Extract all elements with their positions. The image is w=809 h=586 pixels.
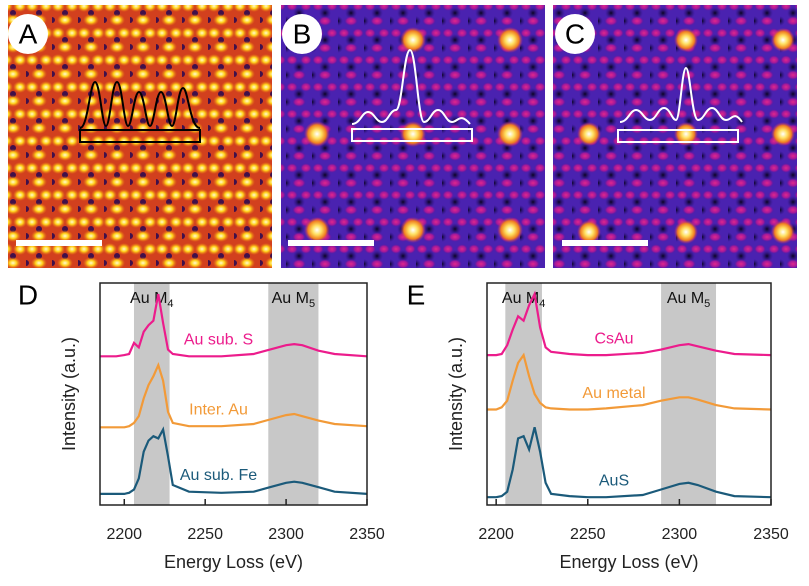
spectrum-line	[487, 427, 772, 499]
annotation: Au M5	[667, 290, 710, 310]
series-label: Au sub. S	[184, 331, 253, 348]
series-label: Au sub. Fe	[180, 467, 257, 484]
panel-label: E	[407, 279, 426, 310]
shaded-region	[505, 283, 542, 505]
x-tick-label: 2250	[187, 526, 223, 543]
scale-bar	[16, 240, 102, 246]
panel-label: D	[18, 279, 38, 310]
annotation: Au M4	[502, 290, 545, 310]
label-badge	[282, 14, 322, 54]
panel-label: A	[19, 18, 38, 49]
x-tick-label: 2350	[349, 526, 385, 543]
annotation-text: Au M	[667, 290, 704, 307]
annotation: Au M5	[272, 290, 315, 310]
series-label: AuS	[599, 472, 629, 489]
line-profile	[351, 48, 471, 125]
profile-box	[79, 129, 201, 143]
annotation: Au M4	[130, 290, 173, 310]
annotation-subscript: 4	[167, 298, 173, 310]
panel-label: B	[293, 18, 312, 49]
bright-spots	[577, 28, 795, 244]
x-tick-label: 2350	[753, 526, 789, 543]
annotation-text: Au M	[272, 290, 309, 307]
label-badge	[8, 14, 48, 54]
scale-bar	[288, 240, 374, 246]
x-tick-label: 2200	[478, 526, 514, 543]
x-tick-label: 2300	[662, 526, 698, 543]
line-profile	[619, 66, 743, 123]
profile-box	[617, 129, 739, 143]
image-a	[8, 5, 272, 268]
y-axis-label: Intensity (a.u.)	[59, 337, 79, 451]
x-tick-label: 2200	[106, 526, 142, 543]
series-label: Inter. Au	[189, 401, 248, 418]
annotation-subscript: 5	[309, 298, 315, 310]
annotation-text: Au M	[502, 290, 539, 307]
profile-box	[351, 128, 473, 142]
label-badge	[555, 14, 595, 54]
series-label: Au metal	[582, 385, 645, 402]
spectrum-line	[100, 426, 368, 495]
annotation-subscript: 4	[539, 298, 545, 310]
spectrum-line	[100, 361, 368, 429]
plot-frame	[486, 282, 772, 506]
annotation-subscript: 5	[704, 298, 710, 310]
series-label: CsAu	[594, 330, 633, 347]
spectrum-line	[487, 290, 772, 357]
panel-label: C	[565, 18, 585, 49]
shaded-region	[268, 283, 319, 505]
shaded-region	[661, 283, 717, 505]
spectrum-line	[100, 293, 368, 358]
line-profile	[79, 80, 201, 129]
x-axis-label: Energy Loss (eV)	[559, 552, 698, 572]
y-axis-label: Intensity (a.u.)	[446, 337, 466, 451]
plot-frame	[99, 282, 368, 506]
annotation-text: Au M	[130, 290, 167, 307]
spectrum-line	[487, 352, 772, 411]
scale-bar	[562, 240, 648, 246]
x-tick-label: 2300	[268, 526, 304, 543]
x-axis-label: Energy Loss (eV)	[164, 552, 303, 572]
x-tick-label: 2250	[570, 526, 606, 543]
